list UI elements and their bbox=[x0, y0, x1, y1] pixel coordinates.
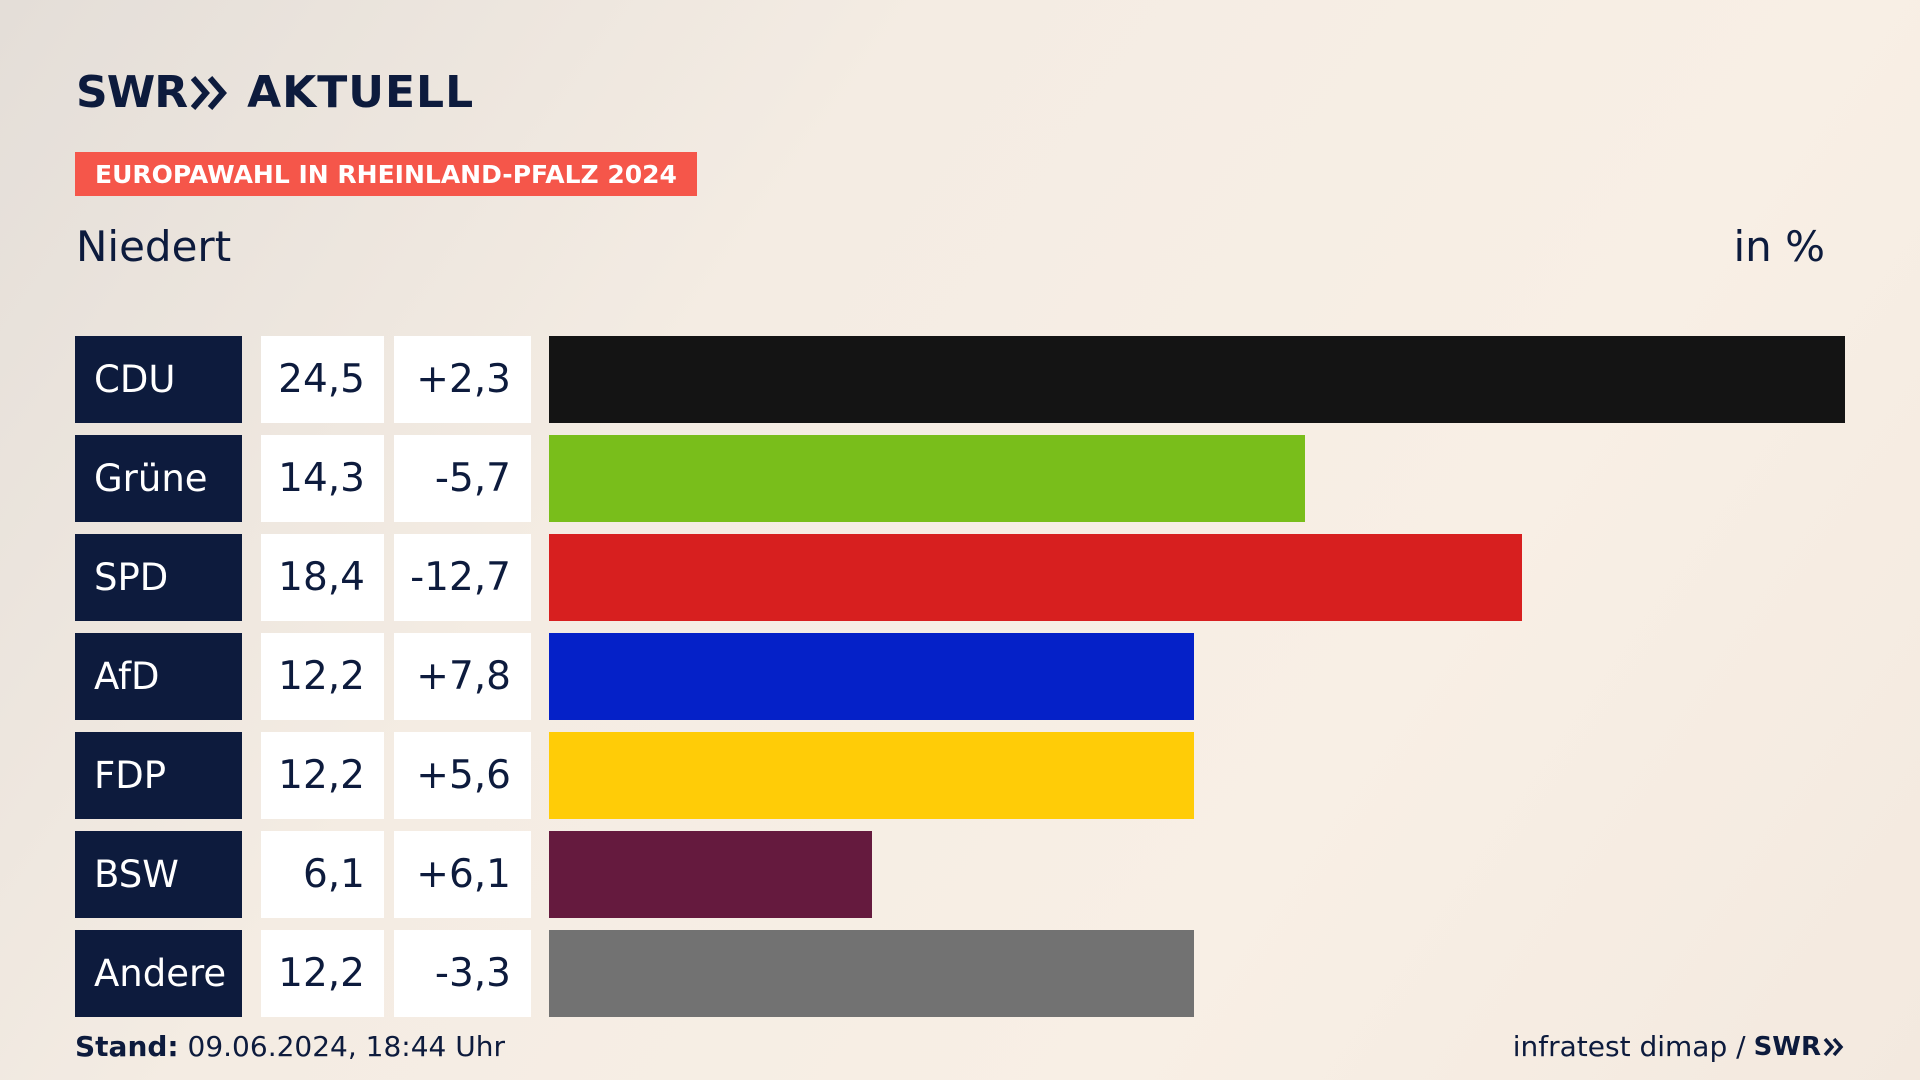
party-label: Grüne bbox=[75, 435, 242, 522]
change-value: -3,3 bbox=[394, 930, 531, 1017]
party-label: AfD bbox=[75, 633, 242, 720]
result-row: CDU 24,5 +2,3 bbox=[75, 336, 1845, 423]
vote-share-value: 6,1 bbox=[261, 831, 384, 918]
result-bar bbox=[549, 336, 1845, 423]
logo-swr-text: SWR bbox=[76, 67, 188, 118]
vote-share-value: 14,3 bbox=[261, 435, 384, 522]
double-chevron-icon bbox=[1823, 1037, 1844, 1056]
result-row: BSW 6,1 +6,1 bbox=[75, 831, 1845, 918]
party-label: CDU bbox=[75, 336, 242, 423]
result-bar bbox=[549, 831, 872, 918]
region-title: Niedert bbox=[76, 222, 232, 271]
vote-share-value: 24,5 bbox=[261, 336, 384, 423]
election-badge: EUROPAWAHL IN RHEINLAND-PFALZ 2024 bbox=[75, 152, 697, 196]
change-value: +2,3 bbox=[394, 336, 531, 423]
unit-label: in % bbox=[1733, 222, 1825, 271]
change-value: +5,6 bbox=[394, 732, 531, 819]
vote-share-value: 18,4 bbox=[261, 534, 384, 621]
logo-aktuell-text: AKTUELL bbox=[247, 67, 475, 118]
source-credit: infratest dimap / SWR bbox=[1513, 1030, 1845, 1063]
timestamp: Stand: 09.06.2024, 18:44 Uhr bbox=[75, 1030, 505, 1063]
result-bar bbox=[549, 732, 1194, 819]
change-value: -5,7 bbox=[394, 435, 531, 522]
change-value: +7,8 bbox=[394, 633, 531, 720]
vote-share-value: 12,2 bbox=[261, 633, 384, 720]
stand-value: 09.06.2024, 18:44 Uhr bbox=[187, 1030, 505, 1063]
double-chevron-icon bbox=[191, 76, 228, 110]
vote-share-value: 12,2 bbox=[261, 930, 384, 1017]
result-row: Andere 12,2 -3,3 bbox=[75, 930, 1845, 1017]
party-label: Andere bbox=[75, 930, 242, 1017]
party-label: FDP bbox=[75, 732, 242, 819]
result-row: FDP 12,2 +5,6 bbox=[75, 732, 1845, 819]
swr-aktuell-logo: SWR AKTUELL bbox=[76, 68, 474, 118]
party-label: SPD bbox=[75, 534, 242, 621]
change-value: +6,1 bbox=[394, 831, 531, 918]
source-text: infratest dimap / bbox=[1512, 1030, 1746, 1063]
vote-share-value: 12,2 bbox=[261, 732, 384, 819]
result-row: AfD 12,2 +7,8 bbox=[75, 633, 1845, 720]
result-row: Grüne 14,3 -5,7 bbox=[75, 435, 1845, 522]
result-row: SPD 18,4 -12,7 bbox=[75, 534, 1845, 621]
party-label: BSW bbox=[75, 831, 242, 918]
result-bar bbox=[549, 633, 1194, 720]
stand-label: Stand: bbox=[75, 1030, 179, 1063]
change-value: -12,7 bbox=[394, 534, 531, 621]
source-swr-logo: SWR bbox=[1753, 1031, 1821, 1062]
result-bar bbox=[549, 534, 1522, 621]
result-bar bbox=[549, 435, 1305, 522]
result-bar bbox=[549, 930, 1194, 1017]
